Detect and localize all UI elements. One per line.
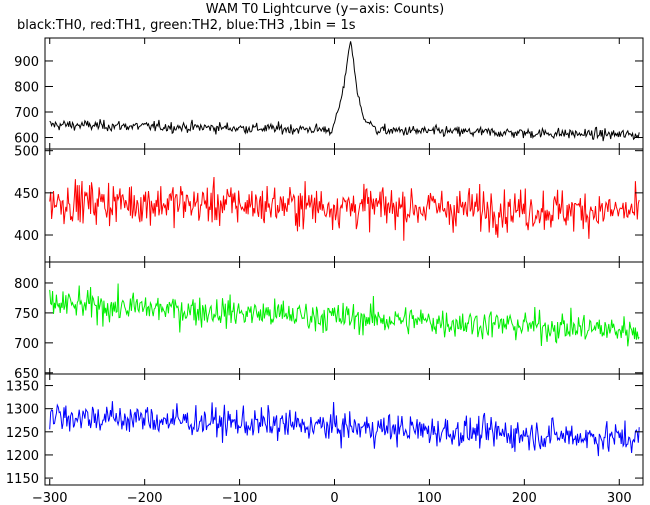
y-tick-label: 700 <box>14 106 39 121</box>
y-tick-label: 1350 <box>6 380 39 395</box>
panel-frame-th0 <box>44 37 644 150</box>
y-tick-label: 450 <box>14 187 39 202</box>
x-tick-label: −200 <box>127 491 163 505</box>
y-tick-label: 1300 <box>6 403 39 418</box>
chart-subtitle: black:TH0, red:TH1, green:TH2, blue:TH3 … <box>17 18 356 33</box>
y-tick-label: 650 <box>14 367 39 382</box>
chart-title: WAM T0 Lightcurve (y−axis: Counts) <box>205 2 445 17</box>
series-line-th2 <box>49 283 640 347</box>
series-line-th3 <box>49 401 640 457</box>
y-tick-label: 750 <box>14 307 39 322</box>
series-line-th0 <box>49 41 640 142</box>
y-tick-label: 700 <box>14 337 39 352</box>
y-tick-label: 1150 <box>6 472 39 487</box>
x-tick-label: 200 <box>512 491 537 505</box>
y-tick-label: 900 <box>14 55 39 70</box>
y-tick-label: 1250 <box>6 426 39 441</box>
y-tick-label: 800 <box>14 277 39 292</box>
y-tick-label: 400 <box>14 229 39 244</box>
x-tick-label: −300 <box>32 491 68 505</box>
y-tick-label: 600 <box>14 132 39 147</box>
x-tick-label: 300 <box>607 491 632 505</box>
x-tick-label: 100 <box>417 491 442 505</box>
y-tick-label: 500 <box>14 145 39 160</box>
panel-frame-th3 <box>44 373 644 486</box>
x-tick-label: 0 <box>330 491 338 505</box>
series-line-th1 <box>49 176 640 241</box>
x-tick-label: −100 <box>222 491 258 505</box>
y-tick-label: 800 <box>14 80 39 95</box>
y-tick-label: 1200 <box>6 449 39 464</box>
